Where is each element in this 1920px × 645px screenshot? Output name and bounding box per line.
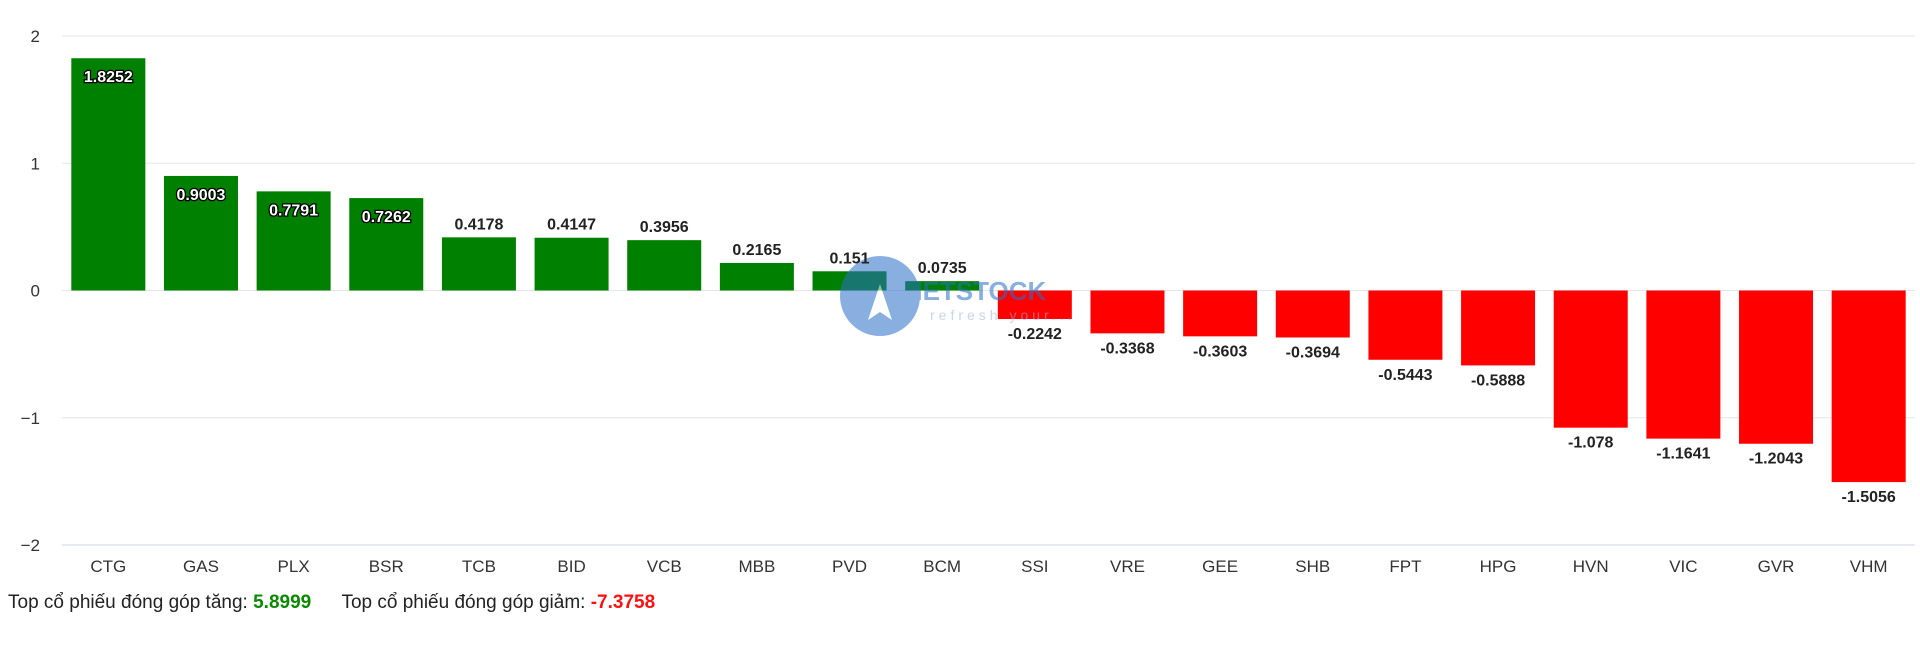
data-label-vhm: -1.5056 (1842, 489, 1896, 506)
data-label-vcb: 0.3956 (640, 219, 689, 236)
bar-plx (256, 191, 331, 291)
data-label-hpg: -0.5888 (1471, 372, 1525, 389)
bar-bcm (905, 281, 980, 291)
bar-vre (1090, 290, 1165, 334)
bar-ctg (71, 58, 146, 291)
x-tick-label: PVD (832, 557, 867, 576)
x-tick-label: GEE (1202, 557, 1238, 576)
x-tick-label: HPG (1480, 557, 1517, 576)
bar-vhm (1831, 290, 1906, 483)
x-tick-label: VHM (1850, 557, 1888, 576)
data-label-pvd: 0.151 (830, 250, 870, 267)
data-label-vre: -0.3368 (1100, 340, 1154, 357)
y-tick-label: −1 (21, 409, 40, 428)
bar-bid (534, 237, 609, 291)
bar-vcb (627, 240, 702, 291)
bar-ssi (997, 290, 1072, 320)
loss-label: Top cổ phiếu đóng góp giảm: (341, 592, 586, 613)
data-label-gvr: -1.2043 (1749, 451, 1803, 468)
gain-value: 5.8999 (253, 592, 312, 613)
contribution-bar-chart: 2 1 0 −1 −2 VIETSTOCK refresh your... 1.8252… (21, 27, 1915, 576)
bar-gee (1183, 290, 1258, 337)
x-tick-label: HVN (1573, 557, 1609, 576)
data-label-hvn: -1.078 (1568, 435, 1613, 452)
x-axis-ticks: CTG GAS PLX BSR TCB BID VCB MBB PVD BCM SSI VRE GEE S… (90, 557, 1887, 576)
loss-value: -7.3758 (590, 592, 656, 613)
x-tick-label: VRE (1110, 557, 1145, 576)
bar-fpt (1368, 290, 1443, 360)
bars (71, 58, 1906, 483)
watermark-text: VIETSTOCK (898, 276, 1047, 306)
bar-vic (1646, 290, 1721, 439)
bar-bsr (349, 198, 424, 291)
data-label-bsr: 0.7262 (362, 209, 411, 226)
data-label-bcm: 0.0735 (918, 260, 967, 277)
x-tick-label: FPT (1389, 557, 1421, 576)
watermark-subtext: refresh your... (930, 307, 1076, 323)
data-label-vic: -1.1641 (1656, 446, 1710, 463)
x-tick-label: CTG (90, 557, 126, 576)
x-tick-label: TCB (462, 557, 496, 576)
x-tick-label: GAS (183, 557, 219, 576)
data-label-ssi: -0.2242 (1008, 326, 1062, 343)
y-tick-label: −2 (21, 536, 40, 555)
x-tick-label: MBB (738, 557, 775, 576)
x-tick-label: BID (557, 557, 585, 576)
x-tick-label: VIC (1669, 557, 1697, 576)
contribution-summary: Top cổ phiếu đóng góp tăng: 5.8999 Top c… (8, 592, 655, 614)
x-tick-label: VCB (647, 557, 682, 576)
watermark-arrow-icon (868, 284, 892, 320)
data-label-gas: 0.9003 (177, 187, 226, 204)
x-tick-label: GVR (1758, 557, 1795, 576)
data-label-gee: -0.3603 (1193, 343, 1247, 360)
gain-label: Top cổ phiếu đóng góp tăng: (8, 592, 248, 613)
bar-shb (1275, 290, 1350, 338)
data-label-tcb: 0.4178 (454, 216, 503, 233)
bar-mbb (719, 262, 794, 291)
x-tick-label: SSI (1021, 557, 1048, 576)
data-label-fpt: -0.5443 (1378, 367, 1432, 384)
y-tick-label: 2 (31, 27, 40, 46)
y-axis-ticks: 2 1 0 −1 −2 (21, 27, 40, 555)
data-label-shb: -0.3694 (1286, 345, 1340, 362)
x-tick-label: BSR (369, 557, 404, 576)
x-tick-label: PLX (278, 557, 310, 576)
bar-gvr (1739, 290, 1814, 444)
vietstock-watermark-logo: VIETSTOCK refresh your... (840, 256, 1076, 336)
x-tick-label: BCM (923, 557, 961, 576)
data-label-plx: 0.7791 (269, 202, 318, 219)
bar-hpg (1461, 290, 1536, 366)
y-tick-label: 1 (31, 154, 40, 173)
bar-gas (163, 175, 238, 291)
data-labels: 1.8252 0.9003 0.7791 0.7262 0.4178 0.4147 0.39… (83, 68, 1896, 506)
data-label-bid: 0.4147 (547, 217, 596, 234)
bar-tcb (441, 237, 516, 291)
data-label-mbb: 0.2165 (732, 242, 781, 259)
data-label-ctg: 1.8252 (84, 69, 133, 86)
bar-hvn (1553, 290, 1628, 428)
y-tick-label: 0 (31, 282, 40, 301)
x-tick-label: SHB (1295, 557, 1330, 576)
